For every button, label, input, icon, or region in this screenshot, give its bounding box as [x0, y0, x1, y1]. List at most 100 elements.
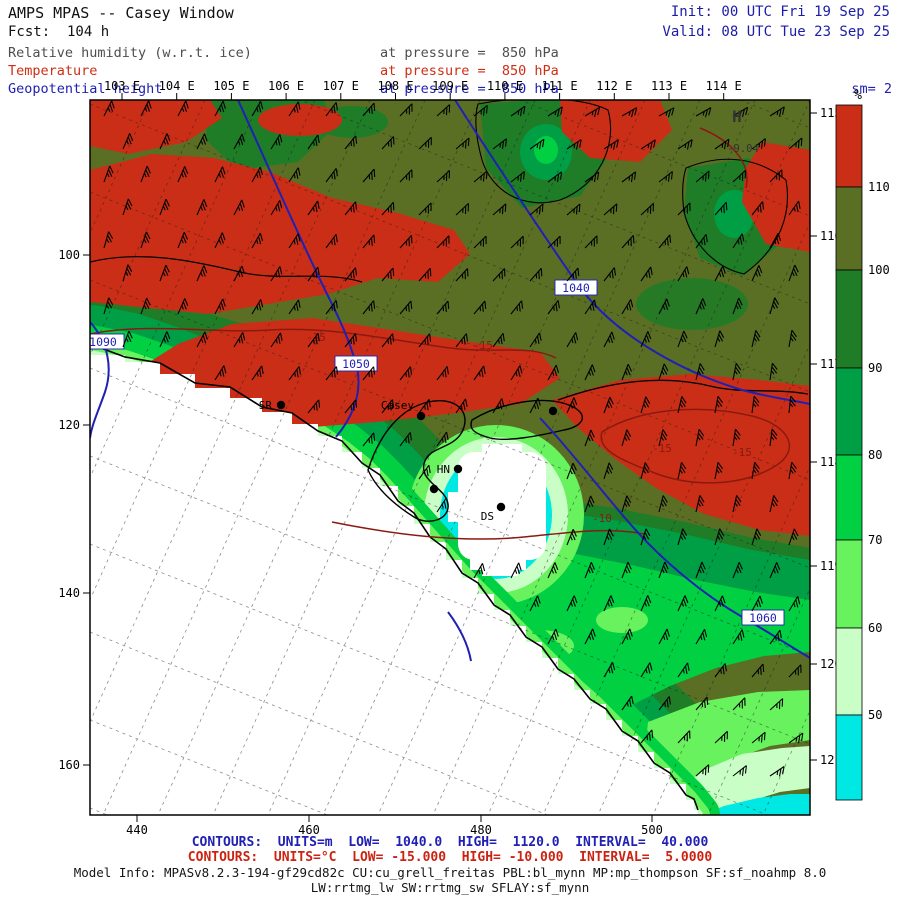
wind-barb — [159, 198, 170, 216]
wind-barb — [658, 234, 672, 249]
axis-label-bottom: 460 — [298, 823, 320, 837]
wind-barb — [529, 332, 542, 348]
wind-barb — [695, 629, 708, 645]
field-level-height: at pressure = 850 hPa — [380, 81, 559, 97]
wind-barb — [288, 101, 301, 117]
wind-barb — [769, 297, 780, 315]
wind-barb — [769, 106, 785, 117]
wind-barb — [769, 562, 781, 579]
wind-barb — [510, 235, 524, 249]
wind-barb — [769, 766, 785, 777]
wind-barb — [547, 171, 563, 183]
height-contours — [90, 100, 810, 662]
wind-barb — [603, 203, 618, 216]
wind-barb — [325, 233, 338, 249]
axis-label-top: 107 E — [323, 79, 359, 93]
colorbar-segment — [835, 714, 863, 801]
wind-barb — [732, 495, 742, 513]
wind-barb — [510, 562, 522, 579]
wind-barb — [177, 298, 189, 315]
wind-barb — [714, 265, 726, 282]
height-contour-label: 1060 — [749, 611, 777, 625]
wind-barb — [751, 528, 762, 546]
wind-barb — [640, 396, 651, 414]
colorbar-segment — [835, 539, 863, 629]
wind-barb — [677, 396, 687, 414]
wind-barb — [658, 561, 669, 579]
wind-barb — [677, 730, 691, 744]
wind-barb — [769, 629, 782, 645]
wind-barb — [473, 235, 487, 249]
field-label-height: Geopotential height — [8, 81, 163, 97]
wind-barbs — [103, 100, 804, 777]
wind-barb — [584, 495, 595, 513]
wind-barb — [362, 102, 376, 117]
wind-barb — [603, 528, 614, 546]
wind-barb — [714, 730, 728, 744]
wind-barb — [566, 332, 579, 348]
wind-barb — [233, 332, 246, 348]
wind-barb — [492, 138, 508, 150]
axis-label-bottom: 500 — [641, 823, 663, 837]
station-marker — [416, 411, 426, 421]
axis-label-top: 113 E — [651, 79, 687, 93]
init-time: Init: 00 UTC Fri 19 Sep 25 — [670, 4, 890, 20]
wind-barb — [695, 170, 710, 183]
wind-barb — [732, 765, 747, 777]
temperature-contours — [90, 127, 791, 540]
wind-barb — [473, 563, 486, 579]
wind-barb — [769, 495, 779, 513]
wind-barb — [566, 595, 578, 612]
wind-barb — [251, 166, 264, 183]
wind-barb — [566, 267, 580, 282]
wind-barb — [455, 398, 468, 414]
axis-label-top: 103 E — [104, 79, 140, 93]
wind-barb — [251, 365, 264, 381]
height-contour-label: 1040 — [562, 281, 590, 295]
wind-barb — [103, 231, 114, 249]
wind-barb — [307, 134, 320, 150]
wind-barb — [566, 203, 581, 216]
wind-barb — [584, 364, 596, 381]
colorbar-segment — [835, 269, 863, 369]
wind-barb — [751, 595, 763, 612]
wind-barb — [159, 133, 171, 150]
wind-barb — [492, 268, 506, 282]
wind-barb — [658, 429, 668, 447]
wind-barb — [584, 299, 597, 315]
colorbar-tick-label: 90 — [868, 361, 882, 375]
height-contour-label: 1090 — [89, 335, 117, 349]
wind-barb — [547, 106, 563, 117]
contour-info-temp: CONTOURS: UNITS=°C LOW= -15.000 HIGH= -1… — [187, 850, 713, 865]
wind-barb — [362, 168, 376, 183]
wind-barb — [714, 528, 725, 546]
axis-label-bottom: 480 — [470, 823, 492, 837]
field-label-temp: Temperature — [8, 63, 98, 79]
wind-barb — [214, 232, 226, 249]
wind-barb — [769, 698, 784, 711]
wind-barb — [603, 595, 615, 612]
wind-barb — [214, 166, 226, 183]
axis-label-bottom: 440 — [126, 823, 148, 837]
wind-barb — [584, 171, 600, 183]
wind-barb — [695, 107, 712, 118]
wind-barb — [399, 366, 413, 381]
wind-barb — [714, 595, 726, 612]
wind-barb — [251, 232, 264, 249]
wind-barb — [640, 202, 654, 216]
wind-barb — [325, 300, 338, 315]
wind-barb — [196, 331, 208, 348]
wind-barb — [325, 102, 338, 117]
wind-barb — [788, 395, 797, 414]
colorbar-tick-label: 80 — [868, 448, 882, 462]
wind-barb — [233, 265, 245, 282]
wind-barb — [214, 298, 226, 315]
wind-barb — [695, 764, 710, 777]
colorbar-tick-label: 70 — [868, 533, 882, 547]
wind-barb — [510, 105, 526, 117]
wind-barb — [214, 100, 226, 117]
wind-barb — [677, 266, 690, 282]
wind-barb — [547, 364, 560, 381]
wind-barb — [751, 265, 763, 282]
